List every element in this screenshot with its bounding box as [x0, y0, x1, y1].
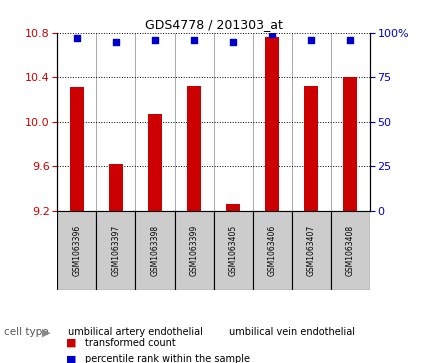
Bar — [187, 86, 201, 211]
Text: cell type: cell type — [4, 327, 49, 337]
Bar — [96, 211, 136, 290]
Bar — [175, 211, 213, 290]
Bar — [331, 211, 370, 290]
Bar — [57, 211, 96, 290]
Text: GSM1063407: GSM1063407 — [307, 225, 316, 276]
Bar — [292, 211, 331, 290]
Point — [191, 37, 198, 43]
Text: GSM1063406: GSM1063406 — [268, 225, 277, 276]
Point — [269, 32, 275, 37]
Point — [152, 37, 159, 43]
Point — [230, 38, 236, 44]
Text: GSM1063396: GSM1063396 — [72, 225, 82, 276]
Bar — [265, 37, 279, 211]
Text: GSM1063399: GSM1063399 — [190, 225, 198, 276]
Text: transformed count: transformed count — [85, 338, 176, 348]
Text: umbilical artery endothelial: umbilical artery endothelial — [68, 327, 203, 337]
Title: GDS4778 / 201303_at: GDS4778 / 201303_at — [144, 19, 283, 32]
Point — [308, 37, 314, 43]
Bar — [148, 114, 162, 211]
Bar — [136, 211, 175, 290]
Text: GSM1063408: GSM1063408 — [346, 225, 355, 276]
Point — [347, 37, 354, 43]
Text: ▶: ▶ — [42, 327, 50, 337]
Bar — [109, 164, 123, 211]
Text: umbilical vein endothelial: umbilical vein endothelial — [229, 327, 354, 337]
Text: GSM1063397: GSM1063397 — [111, 225, 120, 276]
Bar — [252, 211, 292, 290]
Text: percentile rank within the sample: percentile rank within the sample — [85, 354, 250, 363]
Text: ■: ■ — [66, 354, 76, 363]
Bar — [213, 211, 252, 290]
Text: GSM1063398: GSM1063398 — [150, 225, 159, 276]
Point — [113, 38, 119, 44]
Text: ■: ■ — [66, 338, 76, 348]
Bar — [226, 204, 240, 211]
Bar — [70, 87, 84, 211]
Bar — [304, 86, 318, 211]
Text: GSM1063405: GSM1063405 — [229, 225, 238, 276]
Bar — [343, 77, 357, 211]
Point — [74, 35, 80, 41]
